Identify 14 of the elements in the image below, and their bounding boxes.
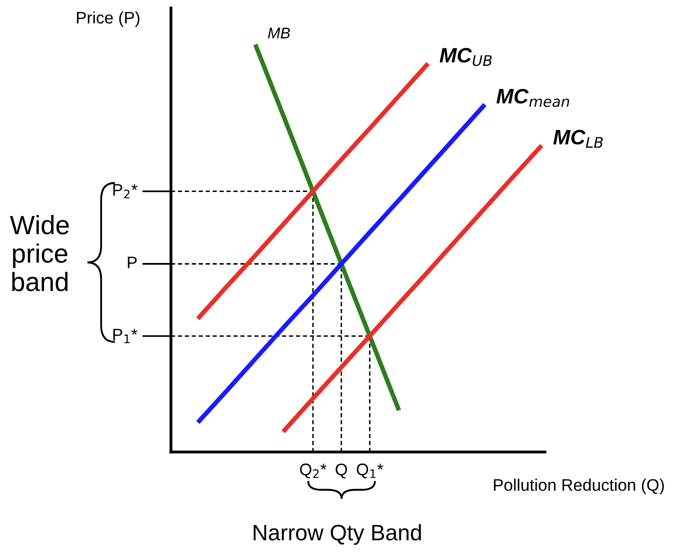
x-tick-label: Q [336,464,348,478]
y-axis-title: Price (P) [76,11,140,27]
series-label: MC$_{mean}$ [496,88,570,108]
series-label: MB [268,28,290,38]
x-tick-label: Q$_{2}$* [300,464,326,478]
ref-line-label: P$_{1}$* [113,328,138,344]
series-label: MC$_{UB}$ [440,48,492,66]
text: Wide price band [10,215,69,292]
text: Narrow Qty Band [254,524,421,545]
x-tick-label: Q$_{1}$* [356,464,384,478]
ref-line-label: P$_{2}$* [113,184,138,198]
ref-line-label: P [128,256,137,268]
series-label: MC$_{LB}$ [553,130,603,148]
x-axis-title: Pollution Reduction (Q) [494,478,664,494]
